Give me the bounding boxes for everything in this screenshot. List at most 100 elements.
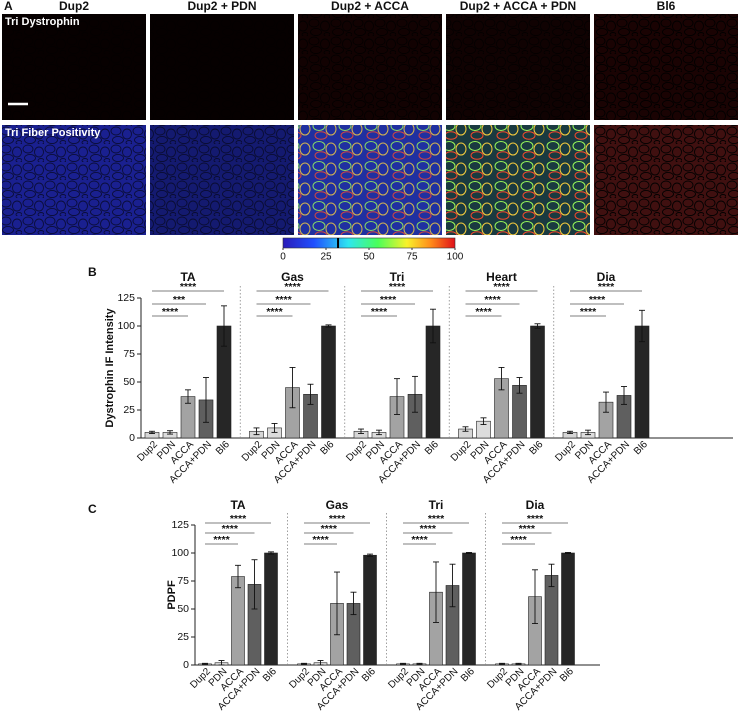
micrograph-cells xyxy=(446,14,590,120)
micrograph-cells xyxy=(150,14,294,120)
y-tick-label: 100 xyxy=(117,320,135,332)
group-title: Tri xyxy=(390,270,405,284)
column-header: Dup2 + ACCA + PDN xyxy=(460,0,576,13)
significance-label: **** xyxy=(180,281,197,293)
colorbar-tick-label: 50 xyxy=(363,252,375,263)
bar xyxy=(530,325,545,439)
significance-label: **** xyxy=(527,513,544,525)
micrograph-cells xyxy=(446,125,590,235)
significance-label: **** xyxy=(411,534,428,546)
group-title: Dia xyxy=(526,498,545,512)
colorbar xyxy=(282,237,456,249)
significance-label: **** xyxy=(312,534,329,546)
significance-label: **** xyxy=(420,523,437,535)
significance-label: **** xyxy=(380,294,397,306)
colorbar-tick-label: 25 xyxy=(320,252,332,263)
y-tick-label: 100 xyxy=(171,547,189,559)
micrograph-cells xyxy=(298,125,442,235)
colorbar-tick-label: 75 xyxy=(406,252,418,263)
bar xyxy=(363,554,377,666)
group-title: Dia xyxy=(597,270,616,284)
significance-label: **** xyxy=(580,306,597,318)
significance-label: **** xyxy=(589,294,606,306)
significance-label: **** xyxy=(230,513,247,525)
y-tick-label: 125 xyxy=(171,519,189,531)
significance-label: **** xyxy=(371,306,388,318)
bar xyxy=(462,552,476,666)
significance-label: **** xyxy=(275,294,292,306)
bar xyxy=(634,325,650,439)
group-title: Tri xyxy=(429,498,444,512)
bar xyxy=(321,325,336,439)
bar xyxy=(231,576,245,666)
x-tick-label: Dup2 xyxy=(553,439,578,464)
x-tick-label: Bl6 xyxy=(261,666,279,684)
significance-label: **** xyxy=(266,306,283,318)
column-header: Dup2 + ACCA xyxy=(331,0,409,13)
significance-label: **** xyxy=(284,281,301,293)
significance-label: *** xyxy=(173,294,186,306)
x-tick-label: Bl6 xyxy=(459,666,477,684)
row-label: Tri Fiber Positivity xyxy=(5,127,101,139)
x-tick-label: Bl6 xyxy=(318,439,336,457)
significance-label: **** xyxy=(428,513,445,525)
significance-label: **** xyxy=(329,513,346,525)
y-tick-label: 75 xyxy=(177,575,189,587)
bar xyxy=(561,552,575,666)
x-tick-label: Bl6 xyxy=(214,439,232,457)
y-tick-label: 50 xyxy=(177,603,189,615)
micrograph-cells xyxy=(298,14,442,120)
group-title: Heart xyxy=(486,270,517,284)
column-header: Dup2 xyxy=(59,0,89,13)
panel-label: C xyxy=(88,502,97,516)
group-title: Gas xyxy=(281,270,304,284)
significance-label: **** xyxy=(484,294,501,306)
significance-label: **** xyxy=(598,281,615,293)
micrograph-cells xyxy=(594,125,738,235)
significance-label: **** xyxy=(213,534,230,546)
y-tick-label: 0 xyxy=(183,659,189,671)
significance-label: **** xyxy=(321,523,338,535)
column-header: Bl6 xyxy=(657,0,676,13)
x-tick-label: Dup2 xyxy=(135,439,160,464)
y-tick-label: 75 xyxy=(123,348,135,360)
group-title: TA xyxy=(180,270,195,284)
significance-label: **** xyxy=(389,281,406,293)
x-tick-label: Bl6 xyxy=(558,666,576,684)
panel-label: B xyxy=(88,265,97,279)
colorbar-tick-label: 0 xyxy=(280,252,286,263)
micrograph-cells xyxy=(594,14,738,120)
x-tick-label: Bl6 xyxy=(527,439,545,457)
y-tick-label: 50 xyxy=(123,376,135,388)
significance-label: **** xyxy=(162,306,179,318)
y-axis-label: Dystrophin IF Intensity xyxy=(104,308,116,428)
x-tick-label: Bl6 xyxy=(423,439,441,457)
x-tick-label: Dup2 xyxy=(240,439,265,464)
x-tick-label: Dup2 xyxy=(449,439,474,464)
panel-label: A xyxy=(4,0,13,13)
x-tick-label: Bl6 xyxy=(632,439,650,457)
y-tick-label: 25 xyxy=(177,631,189,643)
micrograph-cells xyxy=(150,125,294,235)
group-title: TA xyxy=(230,498,245,512)
significance-label: **** xyxy=(510,534,527,546)
y-tick-label: 125 xyxy=(117,292,135,304)
group-title: Gas xyxy=(326,498,349,512)
y-axis-label: PDPF xyxy=(166,580,178,610)
colorbar-tick-label: 100 xyxy=(447,252,464,263)
y-tick-label: 0 xyxy=(129,432,135,444)
significance-label: **** xyxy=(475,306,492,318)
significance-label: **** xyxy=(493,281,510,293)
x-tick-label: Bl6 xyxy=(360,666,378,684)
bar xyxy=(544,575,559,666)
micrograph-cells xyxy=(2,125,146,235)
bar xyxy=(264,552,278,666)
column-header: Dup2 + PDN xyxy=(187,0,256,13)
y-tick-label: 25 xyxy=(123,404,135,416)
row-label: Tri Dystrophin xyxy=(5,16,80,28)
significance-label: **** xyxy=(222,523,239,535)
x-tick-label: Dup2 xyxy=(344,439,369,464)
significance-label: **** xyxy=(519,523,536,535)
micrograph-cells xyxy=(2,14,146,120)
